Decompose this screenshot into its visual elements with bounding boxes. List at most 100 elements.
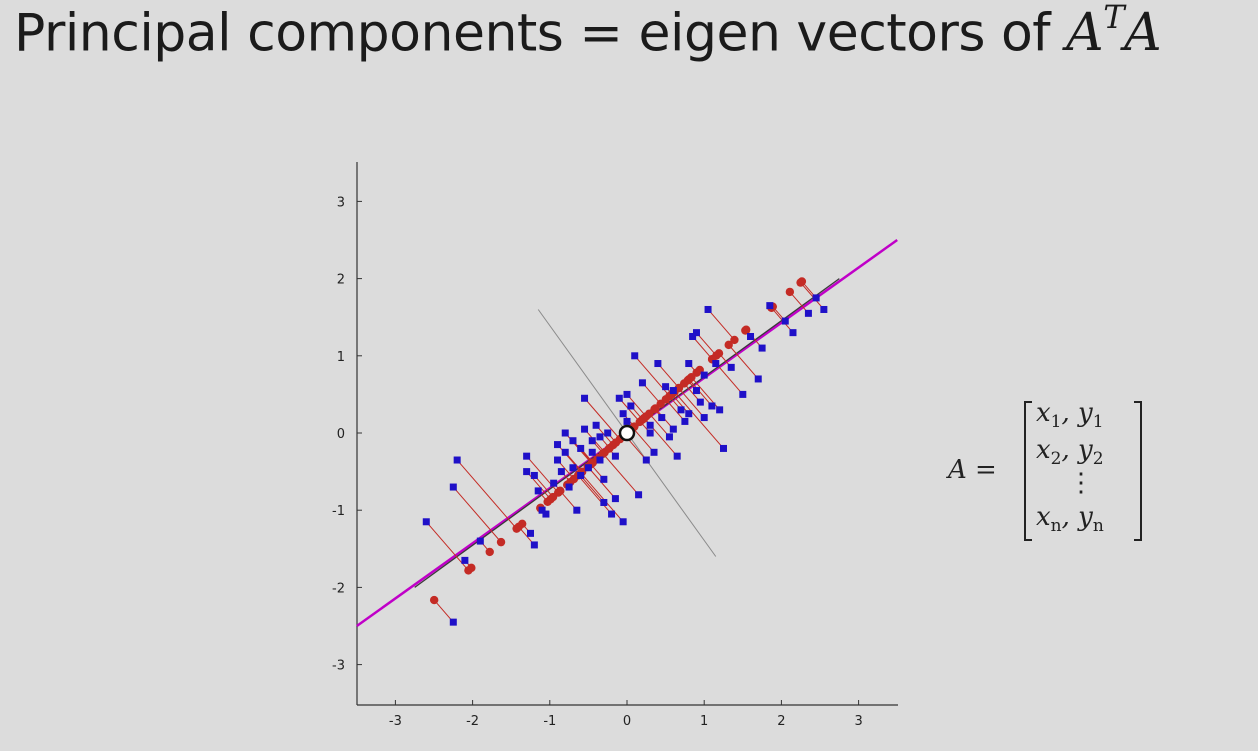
projected-point — [661, 395, 671, 404]
data-point — [665, 433, 673, 441]
matrix-lhs: A = — [948, 455, 997, 485]
projection-line — [626, 394, 647, 417]
projected-point — [429, 595, 439, 605]
data-point — [646, 429, 654, 437]
data-point — [623, 417, 631, 425]
projection-line — [692, 336, 713, 360]
x-tick-label: 3 — [854, 714, 862, 729]
y-tick-label: 2 — [337, 273, 345, 288]
projected-point — [611, 438, 621, 447]
projected-point — [514, 522, 523, 532]
y-tick-label: -1 — [332, 504, 345, 519]
projected-point — [687, 373, 696, 382]
data-point — [696, 398, 704, 406]
data-point — [727, 363, 735, 371]
projected-point — [543, 497, 552, 506]
data-point — [523, 452, 531, 460]
data-point — [600, 498, 608, 506]
projection-line — [800, 282, 825, 310]
data-point — [712, 360, 720, 368]
projection-line — [789, 291, 809, 314]
data-point — [662, 383, 670, 391]
data-point — [581, 425, 589, 433]
mean-marker — [618, 424, 636, 442]
projected-point — [785, 287, 795, 297]
data-point — [650, 448, 658, 456]
data-point — [700, 414, 708, 422]
projection-line — [577, 475, 612, 515]
y-tick-label: -2 — [332, 581, 345, 596]
projection-line — [674, 391, 724, 449]
projection-line — [618, 397, 641, 423]
data-point — [476, 537, 484, 545]
matrix-left-bracket — [1024, 401, 1032, 541]
projection-line — [452, 486, 502, 543]
projection-line — [678, 387, 705, 418]
data-point — [669, 425, 677, 433]
data-point — [449, 618, 457, 626]
projection-line — [665, 399, 686, 422]
projected-point — [555, 486, 565, 496]
projected-point — [741, 325, 751, 334]
projection-line — [433, 599, 454, 623]
data-point — [461, 556, 469, 564]
y-tick-label: -3 — [332, 659, 345, 674]
data-point — [704, 305, 712, 313]
projected-point — [548, 492, 558, 502]
data-point — [627, 402, 635, 410]
data-point — [530, 541, 538, 549]
data-point — [561, 429, 569, 437]
data-point — [619, 410, 627, 418]
data-point — [550, 479, 558, 487]
data-point — [820, 305, 828, 313]
data-point — [619, 518, 627, 526]
data-point — [527, 529, 534, 537]
data-point — [523, 468, 531, 476]
projection-line — [728, 344, 759, 380]
data-point — [720, 444, 727, 452]
data-point — [422, 518, 430, 526]
title-math-sup: T — [1103, 0, 1125, 36]
projection-line — [657, 363, 680, 389]
matrix-rows: x1, y1 x2, y2 ⋮ xn, yn — [1036, 395, 1136, 536]
projection-line — [533, 475, 554, 498]
data-point — [542, 510, 550, 518]
projected-point — [724, 340, 733, 350]
data-point — [654, 360, 662, 368]
projection-line — [648, 413, 670, 438]
projection-line — [584, 397, 621, 440]
data-point — [573, 506, 581, 514]
projected-points — [429, 277, 807, 605]
projection-line — [707, 309, 735, 341]
data-point — [584, 464, 592, 472]
data-point — [557, 468, 565, 476]
matrix-row: xn, yn — [1036, 502, 1104, 537]
data-point — [611, 452, 619, 460]
data-point — [611, 495, 619, 503]
projection-line — [526, 471, 551, 500]
title-text: Principal components = eigen vectors of — [14, 3, 1067, 64]
x-tick-label: -1 — [543, 714, 556, 729]
title-math: ATA — [1066, 0, 1161, 63]
data-points — [422, 294, 828, 626]
projected-point — [730, 335, 739, 345]
data-point — [716, 406, 724, 414]
data-point — [554, 456, 562, 464]
data-point — [561, 448, 569, 456]
data-point — [758, 344, 766, 352]
x-tick-label: 0 — [623, 714, 631, 729]
data-point — [692, 329, 700, 337]
data-point — [689, 333, 697, 340]
data-point — [685, 410, 693, 418]
data-point — [596, 456, 604, 464]
data-point — [685, 360, 693, 368]
data-point — [739, 390, 747, 398]
projected-point — [598, 449, 608, 458]
data-point — [631, 352, 639, 360]
x-tick-label: 1 — [700, 714, 708, 729]
data-point — [453, 456, 461, 464]
data-point — [596, 433, 604, 441]
data-point — [669, 387, 677, 395]
projected-point — [604, 444, 614, 453]
